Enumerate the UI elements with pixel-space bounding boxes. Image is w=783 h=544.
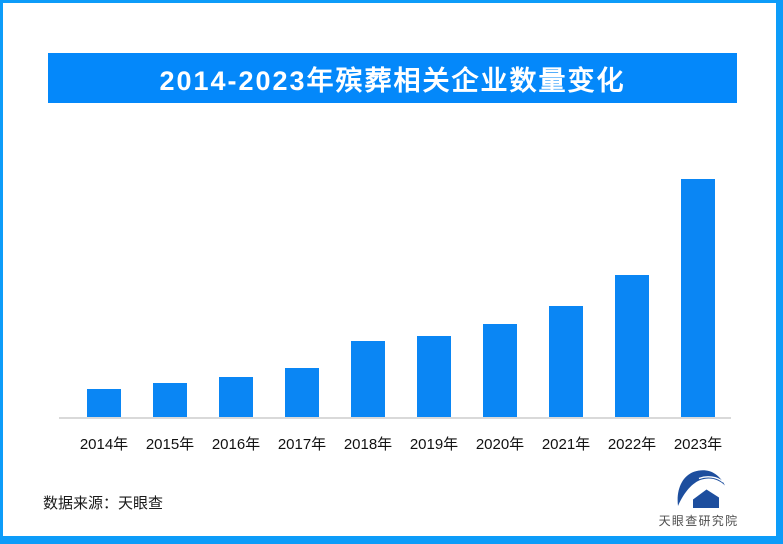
bar-2018年 [351,341,385,417]
bar-2017年 [285,368,319,417]
bar-2021年 [549,306,583,417]
bar-slot: 2014年 [71,179,137,454]
x-tick-label: 2014年 [79,436,129,453]
bar-area [87,179,121,417]
x-tick-label: 2021年 [541,436,591,453]
tianyancha-logo: 天眼查研究院 [650,468,747,529]
x-tick-label: 2020年 [475,436,525,453]
bar-area [483,179,517,417]
chart-title: 2014-2023年殡葬相关企业数量变化 [159,65,626,96]
logo-swoosh-path [677,470,725,506]
data-source-label: 数据来源：天眼查 [43,495,164,512]
bar-area [285,179,319,417]
bar-area [417,179,451,417]
bar-2019年 [417,336,451,417]
bar-area [351,179,385,417]
bar-slot: 2017年 [269,179,335,454]
bar-area [219,179,253,417]
x-tick-label: 2023年 [673,436,723,453]
title-banner: 2014-2023年殡葬相关企业数量变化 [48,53,737,103]
bar-slot: 2018年 [335,179,401,454]
bar-area [681,179,715,417]
bar-2015年 [153,383,187,417]
bars-row: 2014年 2015年 2016年 2017年 2018年 2019年 2020年 2021年… [71,179,731,454]
x-tick-label: 2019年 [409,436,459,453]
bar-area [615,179,649,417]
bar-slot: 2019年 [401,179,467,454]
bar-slot: 2021年 [533,179,599,454]
bar-slot: 2016年 [203,179,269,454]
bar-area [549,179,583,417]
bar-slot: 2015年 [137,179,203,454]
bar-slot: 2022年 [599,179,665,454]
bar-2020年 [483,324,517,417]
x-tick-label: 2017年 [277,436,327,453]
bar-2023年 [681,179,715,417]
bar-slot: 2023年 [665,179,731,454]
bar-2022年 [615,275,649,417]
logo-wing-separator [698,476,723,483]
bar-chart: 2014年 2015年 2016年 2017年 2018年 2019年 2020年 2021年… [71,179,731,453]
x-tick-label: 2015年 [145,436,195,453]
x-tick-label: 2016年 [211,436,261,453]
bar-slot: 2020年 [467,179,533,454]
logo-house-path [692,489,719,508]
x-tick-label: 2022年 [607,436,657,453]
tianyancha-logo-icon [677,470,725,508]
bar-area [153,179,187,417]
bar-2016年 [219,377,253,417]
tianyancha-logo-text: 天眼查研究院 [658,514,739,528]
x-axis-line [59,417,731,419]
bar-2014年 [87,389,121,417]
x-tick-label: 2018年 [343,436,393,453]
